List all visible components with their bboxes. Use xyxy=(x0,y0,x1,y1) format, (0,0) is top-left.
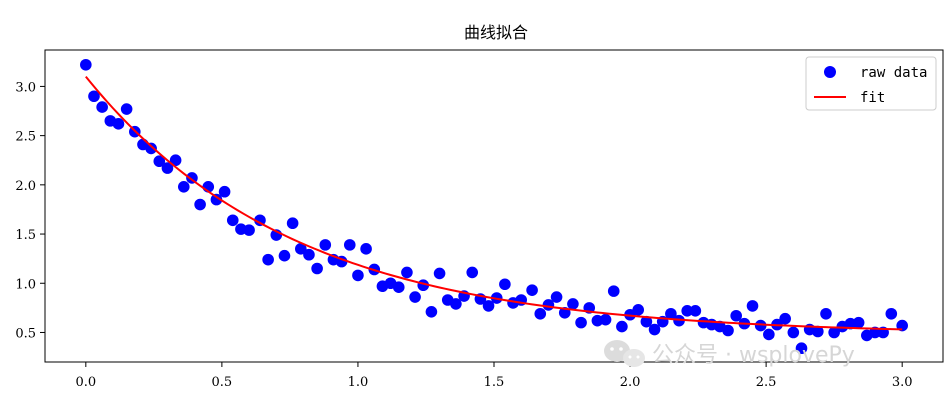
data-point xyxy=(746,300,759,312)
data-point xyxy=(319,239,332,251)
data-point xyxy=(311,262,323,275)
data-point xyxy=(722,324,734,337)
legend-marker-raw-data xyxy=(824,66,836,78)
y-tick-label: 1.0 xyxy=(15,277,36,292)
data-point xyxy=(226,214,239,227)
fit-line xyxy=(85,75,903,331)
data-point xyxy=(169,154,182,167)
data-point xyxy=(352,269,364,282)
data-point xyxy=(632,304,645,316)
data-point xyxy=(763,328,775,341)
legend-label-raw-data: raw data xyxy=(860,65,927,81)
data-point xyxy=(795,342,808,355)
data-point xyxy=(262,253,274,266)
data-point xyxy=(689,305,702,317)
data-point xyxy=(210,193,223,206)
y-tick-label: 2.0 xyxy=(15,179,36,194)
data-point xyxy=(409,291,421,303)
data-point xyxy=(599,313,612,326)
data-point xyxy=(665,307,677,320)
axis-ticks: 0.0 0.5 1.0 1.5 2.0 2.5 3.0 0.5 1.0 1.5 2.0 2.5 3.0 xyxy=(15,80,912,390)
data-point xyxy=(343,239,356,251)
chart-title: 曲线拟合 xyxy=(464,23,528,42)
data-point xyxy=(112,118,125,130)
data-point xyxy=(145,142,157,155)
data-point xyxy=(648,323,661,336)
data-point xyxy=(828,326,840,339)
data-point xyxy=(466,266,479,279)
y-tick-label: 1.5 xyxy=(15,228,36,243)
data-point xyxy=(161,162,174,174)
data-point xyxy=(286,217,299,230)
x-tick-label: 2.0 xyxy=(620,375,641,390)
raw-data-series xyxy=(80,58,908,355)
data-point xyxy=(534,307,547,320)
data-point xyxy=(80,58,92,71)
data-point xyxy=(526,284,538,296)
data-point xyxy=(218,185,231,198)
data-point xyxy=(607,285,620,297)
data-point xyxy=(787,326,800,339)
data-point xyxy=(294,243,307,255)
data-point xyxy=(153,155,166,168)
data-point xyxy=(852,316,865,329)
data-point xyxy=(96,101,108,113)
data-point xyxy=(575,316,587,329)
data-point xyxy=(567,298,579,310)
data-point xyxy=(401,266,413,279)
data-point xyxy=(120,103,133,115)
x-tick-label: 3.0 xyxy=(892,375,913,390)
data-point xyxy=(779,312,791,325)
data-point xyxy=(278,249,291,262)
data-point xyxy=(303,248,315,261)
watermark-text: 公众号 · wsplovePy xyxy=(652,343,855,368)
data-point xyxy=(194,198,206,211)
data-point xyxy=(392,281,405,293)
y-tick-label: 3.0 xyxy=(15,80,36,95)
x-tick-label: 0.5 xyxy=(212,375,233,390)
data-point xyxy=(754,319,767,332)
data-point xyxy=(640,315,653,328)
data-point xyxy=(425,306,438,318)
wechat-icon xyxy=(604,340,645,367)
watermark: 公众号 · wsplovePy xyxy=(604,340,855,368)
data-point xyxy=(450,298,462,310)
x-tick-label: 0.0 xyxy=(75,375,96,390)
data-point xyxy=(550,291,563,303)
data-point xyxy=(88,90,100,103)
data-point xyxy=(885,307,898,320)
legend: raw data fit xyxy=(805,56,937,111)
data-point xyxy=(812,325,824,338)
y-tick-label: 0.5 xyxy=(15,326,36,341)
x-tick-label: 1.5 xyxy=(484,375,505,390)
data-point xyxy=(616,320,628,333)
legend-label-fit: fit xyxy=(860,90,885,106)
data-point xyxy=(243,224,255,236)
data-point xyxy=(177,181,190,193)
data-point xyxy=(360,243,372,255)
x-tick-label: 1.0 xyxy=(348,375,369,390)
x-tick-label: 2.5 xyxy=(756,375,777,390)
data-point xyxy=(499,278,511,291)
data-point xyxy=(482,300,495,312)
data-point xyxy=(673,314,685,327)
data-point xyxy=(433,267,446,280)
data-point xyxy=(681,305,694,317)
data-point xyxy=(254,214,266,227)
data-point xyxy=(820,307,832,320)
y-tick-label: 2.5 xyxy=(15,130,36,145)
data-point xyxy=(730,309,742,322)
